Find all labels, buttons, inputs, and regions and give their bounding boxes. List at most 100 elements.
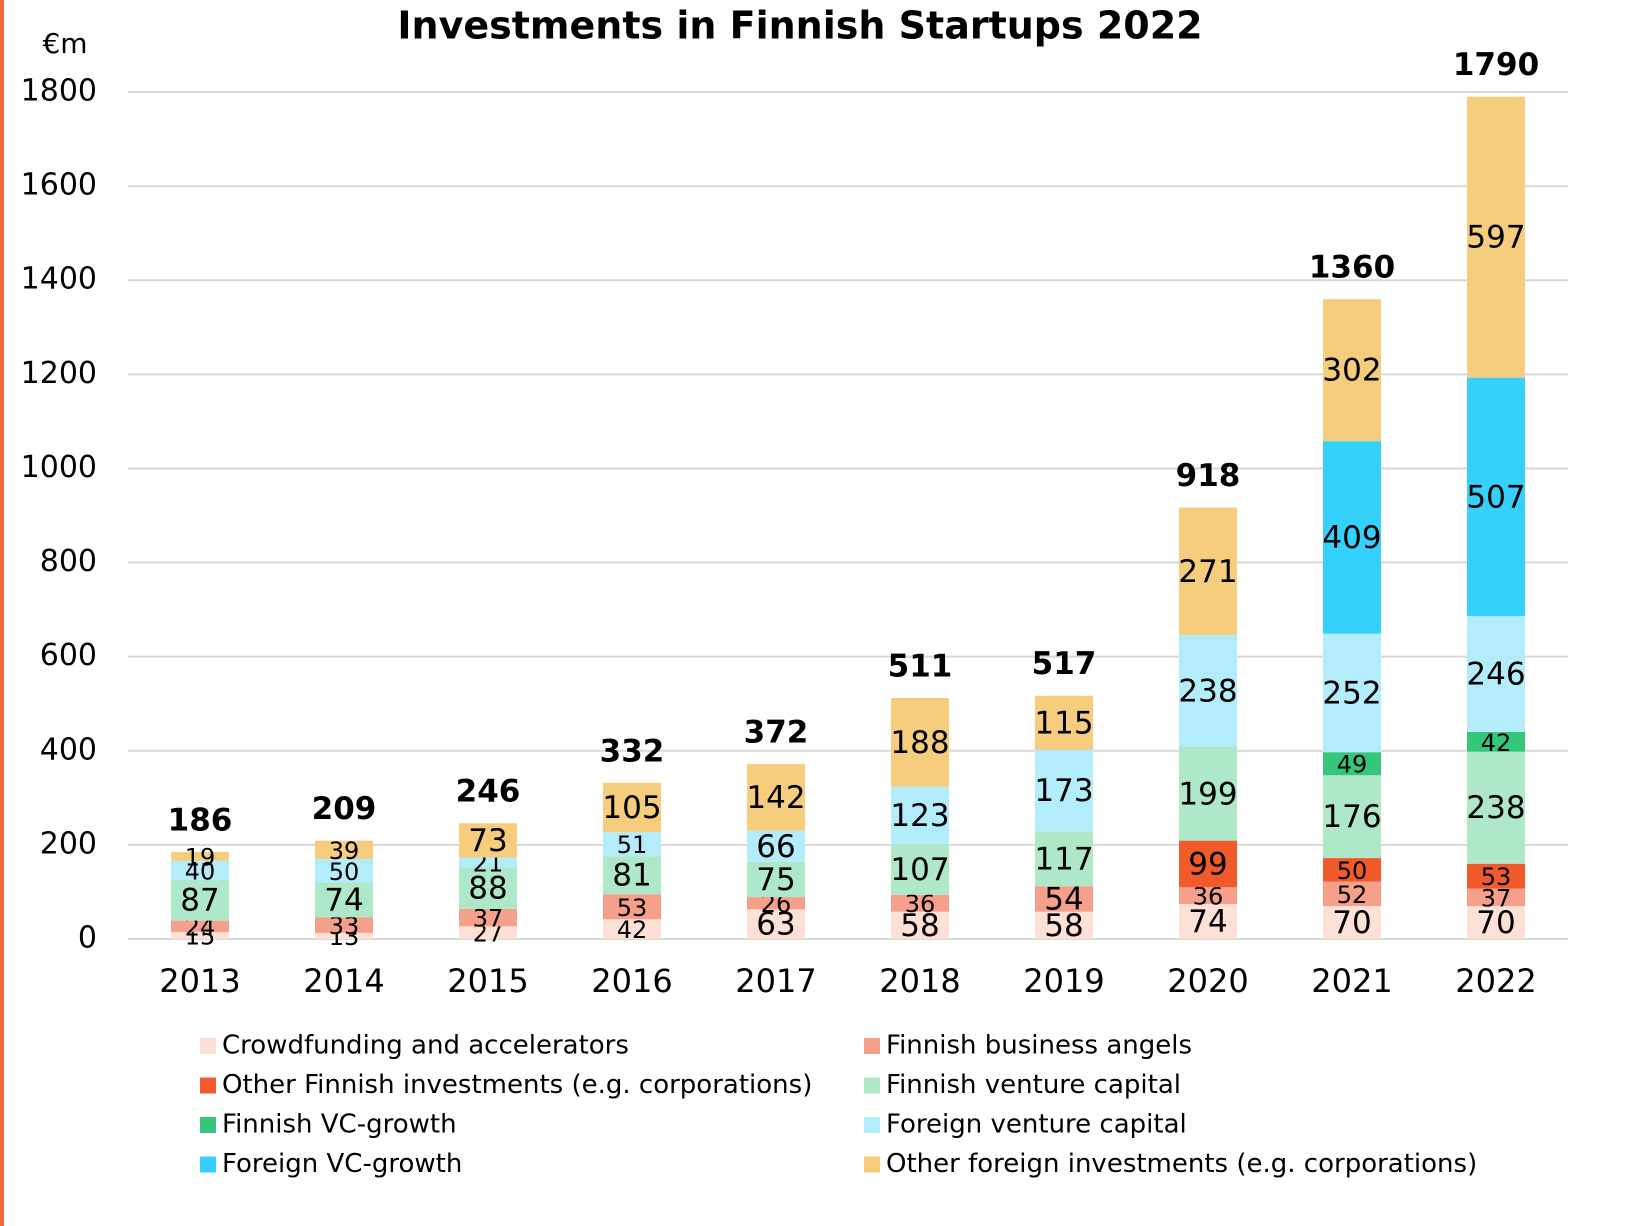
bar-segment <box>603 919 661 939</box>
bar-segment <box>747 861 805 898</box>
y-tick-label: 1400 <box>21 262 97 297</box>
x-tick-label: 2013 <box>159 962 240 1000</box>
segment-label: 173 <box>1034 773 1093 809</box>
legend-label: Finnish business angels <box>886 1031 1192 1061</box>
segment-label: 271 <box>1178 554 1237 590</box>
bar-segment <box>1323 906 1381 939</box>
x-tick-label: 2020 <box>1167 962 1248 1000</box>
bar-segment <box>603 832 661 857</box>
bar-segment <box>171 879 229 921</box>
legend-swatch <box>200 1156 216 1173</box>
legend-label: Finnish VC-growth <box>222 1110 457 1140</box>
y-tick-label: 800 <box>40 544 97 579</box>
segment-label: 597 <box>1466 220 1525 256</box>
bar-segment <box>1035 911 1093 939</box>
y-tick-label: 1600 <box>21 168 97 203</box>
bar-segment <box>459 823 517 858</box>
segment-label: 87 <box>180 883 219 919</box>
segment-label: 238 <box>1178 674 1237 710</box>
segment-label: 39 <box>329 837 360 865</box>
bar-segment <box>891 894 949 912</box>
total-label: 517 <box>1032 646 1097 682</box>
bar-segment <box>1179 635 1237 748</box>
segment-label: 252 <box>1322 675 1381 711</box>
total-label: 246 <box>456 774 521 810</box>
bar-segment <box>1179 507 1237 636</box>
bar-segment <box>1467 751 1525 864</box>
bar-segment <box>1179 747 1237 841</box>
chart-title: Investments in Finnish Startups 2022 <box>397 4 1202 48</box>
bar-segment <box>315 917 373 933</box>
segment-label: 49 <box>1337 751 1368 779</box>
legend-label: Other Finnish investments (e.g. corporat… <box>222 1070 812 1100</box>
legend-swatch <box>864 1077 880 1094</box>
bar-segment <box>315 840 373 860</box>
bar-segment <box>891 698 949 787</box>
y-tick-label: 0 <box>78 921 97 956</box>
segment-label: 409 <box>1322 520 1381 556</box>
legend-label: Crowdfunding and accelerators <box>222 1031 629 1061</box>
bar-segment <box>603 894 661 920</box>
segment-label: 36 <box>905 890 936 918</box>
y-tick-label: 200 <box>40 826 97 861</box>
segment-label: 142 <box>746 780 805 816</box>
bar-segment <box>1179 840 1237 888</box>
bar-segment <box>1323 775 1381 859</box>
bar-segment <box>603 782 661 833</box>
bar-segment <box>1467 96 1525 378</box>
legend-swatch <box>864 1038 880 1054</box>
segment-label: 105 <box>602 790 661 826</box>
x-tick-label: 2016 <box>591 962 672 1000</box>
bar-segment <box>1467 863 1525 889</box>
y-tick-label: 1800 <box>21 74 97 109</box>
bar-segment <box>1323 299 1381 442</box>
total-label: 372 <box>744 714 809 750</box>
segment-label: 37 <box>473 905 504 933</box>
bar-segment <box>1035 886 1093 912</box>
segment-label: 507 <box>1466 479 1525 515</box>
y-tick-label: 400 <box>40 732 97 767</box>
segment-label: 75 <box>756 862 795 898</box>
bar-segment <box>1035 695 1093 750</box>
segment-label: 74 <box>1188 904 1227 940</box>
segment-label: 19 <box>185 843 216 871</box>
y-axis-label: €m <box>42 27 87 60</box>
bar-segment <box>891 786 949 845</box>
y-tick-label: 600 <box>40 638 97 673</box>
segment-label: 117 <box>1034 841 1093 877</box>
bar-segment <box>747 763 805 831</box>
bar-segment <box>171 851 229 861</box>
segment-label: 246 <box>1466 657 1525 693</box>
legend-swatch <box>864 1117 880 1133</box>
legend-label: Foreign VC-growth <box>222 1149 462 1179</box>
segment-label: 66 <box>756 829 795 865</box>
bar-segment <box>171 920 229 932</box>
segment-label: 123 <box>890 798 949 834</box>
segment-label: 53 <box>617 894 648 922</box>
bar-segment <box>747 830 805 862</box>
x-tick-label: 2015 <box>447 962 528 1000</box>
bar-segment <box>1323 881 1381 907</box>
segment-label: 188 <box>890 725 949 761</box>
segment-label: 115 <box>1034 705 1093 741</box>
bar-segment <box>1323 633 1381 753</box>
bar-segment <box>315 859 373 883</box>
legend-swatch <box>200 1117 216 1133</box>
bar-segment <box>1467 888 1525 907</box>
bar-segment <box>1179 904 1237 939</box>
segment-label: 107 <box>890 852 949 888</box>
total-label: 1360 <box>1309 250 1395 286</box>
segment-label: 42 <box>617 916 648 944</box>
segment-label: 54 <box>1044 882 1083 918</box>
bar-segment <box>171 931 229 939</box>
left-border <box>0 0 4 1226</box>
segment-label: 42 <box>1481 729 1512 757</box>
segment-label: 53 <box>1481 863 1512 891</box>
bar-segment <box>891 911 949 939</box>
segment-label: 176 <box>1322 799 1381 835</box>
segment-label: 99 <box>1188 846 1227 882</box>
legend-label: Foreign venture capital <box>886 1110 1187 1140</box>
segment-label: 302 <box>1322 353 1381 389</box>
legend-swatch <box>864 1156 880 1173</box>
